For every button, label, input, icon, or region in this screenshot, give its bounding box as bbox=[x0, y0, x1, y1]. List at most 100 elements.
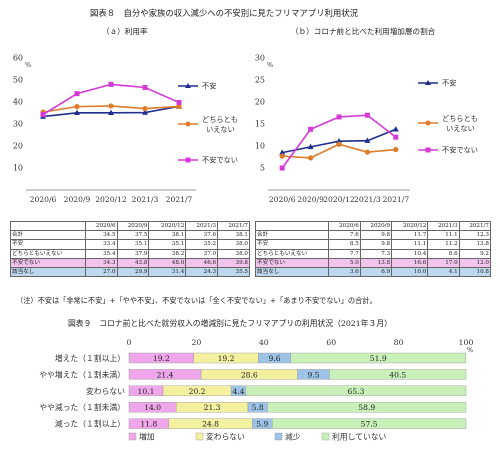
chart-a-xtick: 2021/7 bbox=[166, 195, 193, 204]
table-a-row-label: 不安でない bbox=[10, 257, 86, 268]
chart-c-data-label: 28.6 bbox=[241, 370, 258, 379]
chart-c-category-label: 変わらない bbox=[86, 386, 125, 396]
chart-c-data-label: 11.8 bbox=[140, 420, 157, 429]
table-b-row: どちらともいえない 7.7 7.3 10.4 8.6 9.2 bbox=[254, 248, 492, 259]
table-a-row: 不安 33.4 35.1 35.1 35.2 38.0 bbox=[10, 239, 250, 250]
chart-c-data-label: 58.9 bbox=[358, 403, 375, 412]
chart-b-point bbox=[364, 137, 371, 143]
figure9-title: 図表９ コロナ前と比べた就労収入の増減別に見たフリマアプリの利用状況（2021年… bbox=[68, 319, 392, 328]
chart-b-xtick: 2020/12 bbox=[323, 195, 355, 204]
table-a-header-row: 2020/6 2020/9 2020/12 2021/3 2021/7 bbox=[10, 220, 250, 232]
chart-b-point bbox=[393, 134, 399, 140]
chart-b-legend-marker bbox=[425, 80, 431, 85]
table-a-cell: 38.2 bbox=[148, 248, 187, 259]
chart-a-yunit: % bbox=[25, 61, 31, 69]
chart-c-data-label: 5.9 bbox=[256, 420, 268, 429]
table-b-row: 該当なし 3.6 6.9 10.0 4.1 10.8 bbox=[254, 266, 492, 278]
chart-a-point bbox=[142, 106, 148, 112]
chart-c-legend-swatch bbox=[128, 432, 137, 441]
table-a-header-cell: 2021/7 bbox=[217, 220, 250, 232]
table-a: 2020/6 2020/9 2020/12 2021/3 2021/7 合計 34.5 37.… bbox=[10, 220, 250, 278]
chart-b-increase-share: 5 10 15 20 25 30% 2020/6 2020/9 2020/12 2021/3 202… bbox=[255, 54, 478, 205]
table-a-header-cell bbox=[10, 220, 86, 232]
table-b-cell: 7.3 bbox=[359, 248, 393, 259]
chart-c-data-label: 19.2 bbox=[153, 354, 170, 363]
table-b-header-cell: 2021/7 bbox=[458, 220, 492, 232]
table-b-cell: 10.0 bbox=[391, 266, 429, 278]
chart-c-bar-segment bbox=[267, 402, 467, 413]
chart-c-legend-label: 増加 bbox=[139, 432, 155, 442]
chart-c-data-label: 9.6 bbox=[269, 354, 281, 363]
chart-a-ytick: 40 bbox=[13, 98, 23, 107]
chart-c-legend-swatch bbox=[195, 432, 204, 441]
chart-b-xtick: 2020/9 bbox=[297, 195, 324, 204]
chart-b-point bbox=[393, 146, 399, 153]
table-a-cell: 38.1 bbox=[148, 230, 187, 241]
chart-b-ytick: 20 bbox=[255, 98, 265, 107]
chart-c-category-label: やや減った（１割未満） bbox=[39, 402, 125, 412]
chart-c-xtick: 0 bbox=[127, 338, 132, 347]
chart-a-legend-label: 不安でない bbox=[202, 156, 238, 165]
chart-a-point bbox=[74, 109, 80, 115]
chart-c-data-label: 21.3 bbox=[204, 403, 221, 412]
chart-a-point bbox=[142, 84, 148, 90]
table-b-header-cell: 2021/3 bbox=[427, 220, 460, 232]
chart-b-ytick: 5 bbox=[260, 164, 265, 173]
chart-a-legend-marker bbox=[185, 157, 191, 163]
table-a-cell: 27.0 bbox=[84, 266, 118, 278]
table-b-header-cell: 2020/12 bbox=[391, 220, 429, 232]
table-a-row-label: 合計 bbox=[10, 230, 86, 241]
table-b-row-label: どちらともいえない bbox=[254, 248, 330, 259]
table-b-cell: 13.8 bbox=[359, 257, 393, 268]
table-a-cell: 35.2 bbox=[185, 239, 219, 250]
table-b-row: 合計 7.6 9.8 11.7 11.1 12.3 bbox=[254, 230, 492, 241]
table-b-cell: 10.8 bbox=[458, 266, 492, 278]
chart-a-legend-label: 不安 bbox=[202, 82, 216, 91]
chart-c-xtick: 100 bbox=[459, 338, 474, 347]
table-a-cell: 38.0 bbox=[217, 248, 250, 259]
chart-c-data-label: 5.8 bbox=[252, 403, 264, 412]
chart-c-data-label: 40.5 bbox=[389, 370, 406, 379]
chart-b-point bbox=[279, 149, 286, 155]
chart-a-point bbox=[108, 109, 114, 115]
table-a-row-label: 不安 bbox=[10, 239, 86, 250]
chart-a-usage-rate: 10 20 30 40 50 60% 2020/6 2020/9 2020/12 2021/3 20… bbox=[13, 54, 238, 205]
table-a-cell: 37.9 bbox=[116, 248, 150, 259]
chart-b-point bbox=[392, 126, 399, 132]
chart-a-legend-label: どちらとも bbox=[202, 115, 238, 124]
chart-c-xunit: % bbox=[467, 346, 473, 354]
table-b-cell: 7.6 bbox=[328, 230, 361, 241]
chart-a-point bbox=[74, 104, 80, 110]
table-b-cell: 8.5 bbox=[328, 239, 361, 250]
table-b-header-cell: 2020/9 bbox=[359, 220, 393, 232]
chart-b-legend-label: 不安 bbox=[442, 79, 456, 88]
chart-c-legend-label: 変わらない bbox=[206, 432, 245, 442]
chart-a-ytick: 50 bbox=[13, 76, 23, 85]
table-a-cell: 37.0 bbox=[185, 248, 219, 259]
table-b-cell: 5.0 bbox=[328, 257, 361, 268]
table-b-cell: 11.1 bbox=[391, 239, 429, 250]
chart-a-xtick: 2020/6 bbox=[30, 195, 57, 204]
chart-a-point bbox=[142, 109, 148, 115]
chart-b-point bbox=[364, 149, 370, 155]
chart-c-data-label: 19.2 bbox=[218, 354, 235, 363]
chart-c-legend-swatch bbox=[274, 432, 283, 441]
table-a-row: どちらともいえない 35.4 37.9 38.2 37.0 38.0 bbox=[10, 248, 250, 259]
table-a-header-cell: 2020/6 bbox=[84, 220, 118, 232]
table-a-cell: 35.5 bbox=[217, 266, 250, 278]
table-b-cell: 12.3 bbox=[458, 230, 492, 241]
chart-b-point bbox=[279, 153, 285, 159]
table-a-cell: 37.6 bbox=[185, 230, 219, 241]
chart-b-point bbox=[336, 137, 342, 144]
chart-a-point bbox=[176, 99, 182, 105]
chart-c-data-label: 4.4 bbox=[232, 387, 244, 396]
chart-c-bar-segment bbox=[329, 369, 467, 380]
table-a-cell: 38.1 bbox=[217, 230, 250, 241]
table-a-cell: 35.1 bbox=[116, 239, 150, 250]
table-b-cell: 17.0 bbox=[427, 257, 460, 268]
table-b-row: 不安 8.5 9.8 11.1 11.2 13.8 bbox=[254, 239, 492, 250]
table-a-row: 該当なし 27.0 29.9 31.4 24.3 35.5 bbox=[10, 266, 250, 278]
figure8-title: 図表８ 自分や家族の収入減少への不安別に見たフリマアプリ利用状況 bbox=[90, 8, 358, 18]
table-a-row: 不安でない 34.3 43.8 48.0 46.6 39.8 bbox=[10, 257, 250, 268]
